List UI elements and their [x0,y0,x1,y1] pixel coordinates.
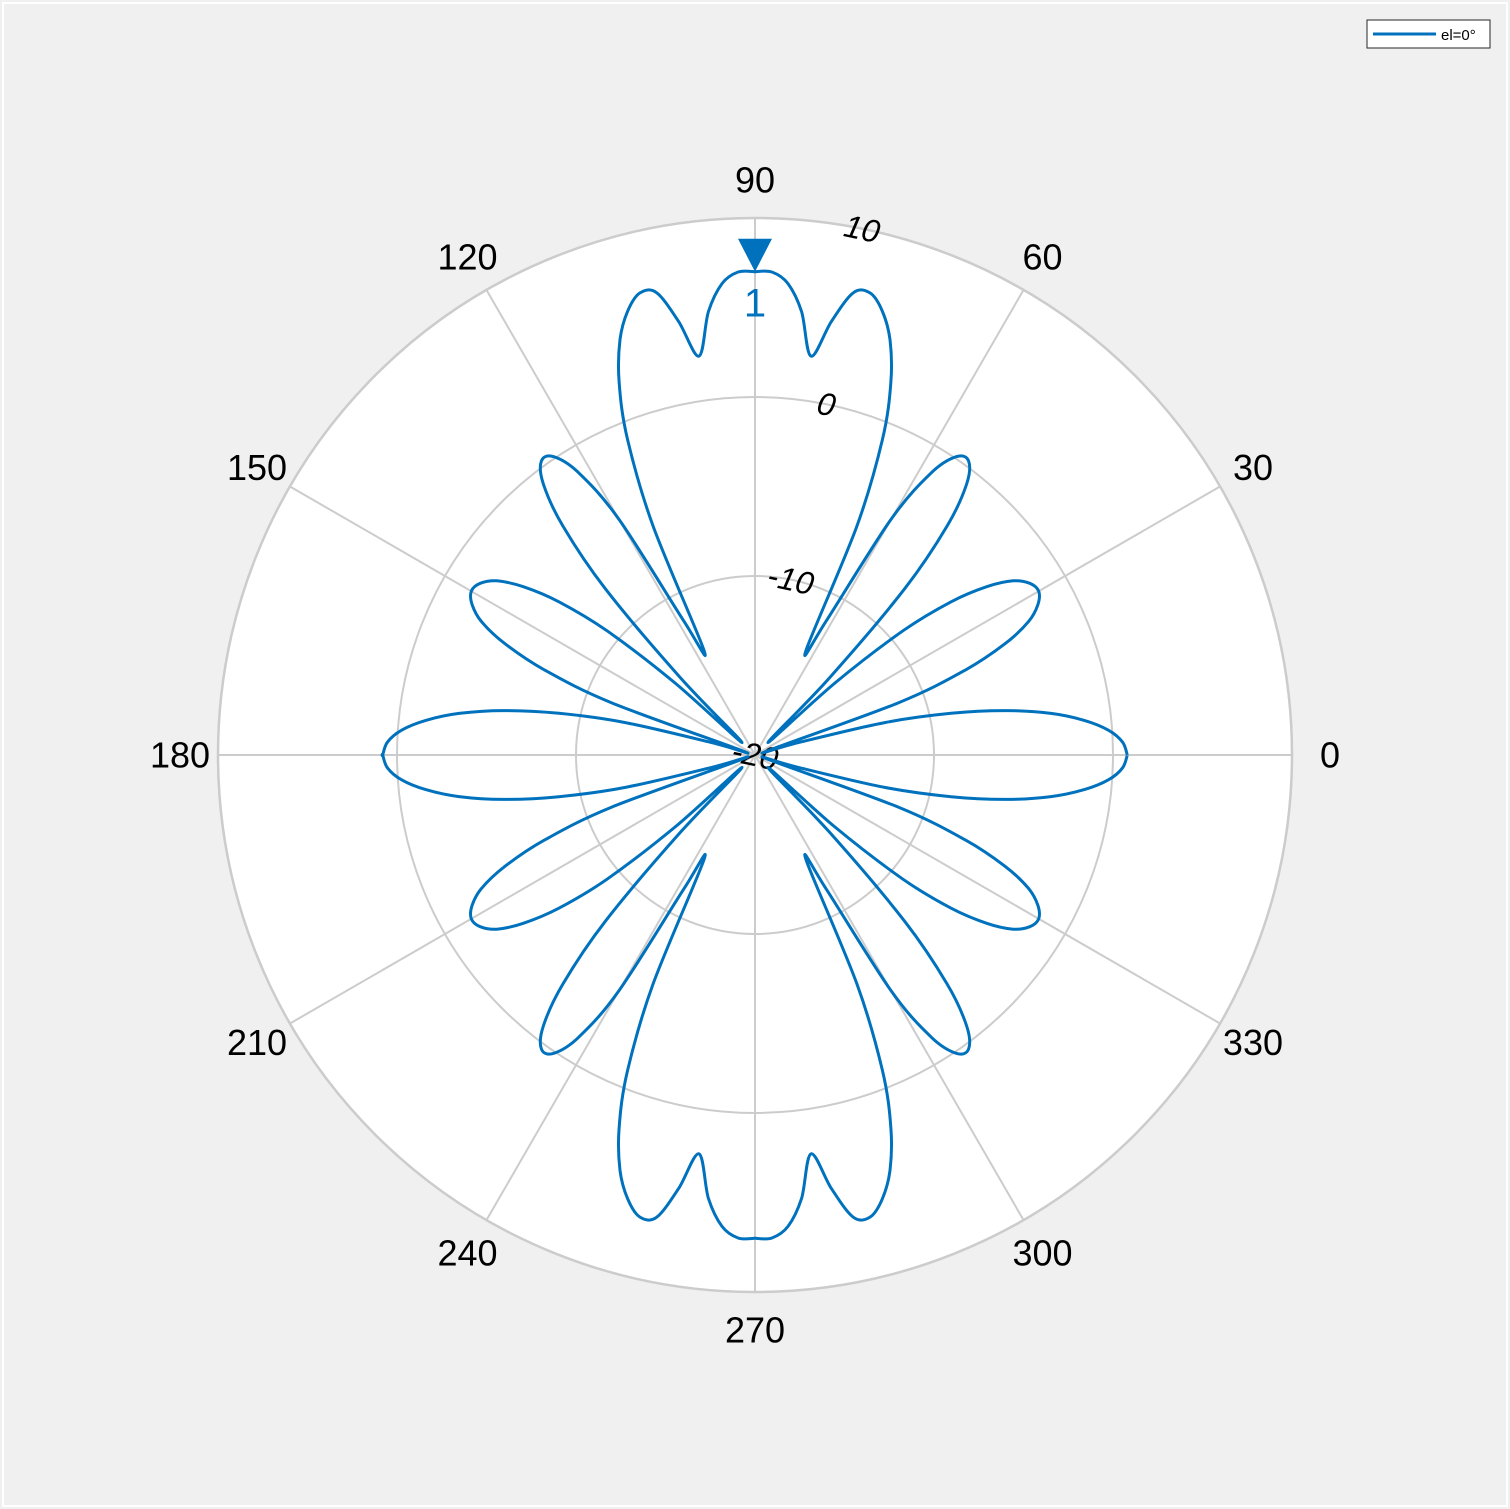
theta-tick-label-0: 0 [1320,735,1340,776]
r-gridline--10 [575,575,935,935]
theta-gridline-210 [289,754,756,1025]
theta-gridline-150 [289,485,756,756]
peak-marker-label-0: 1 [744,282,766,326]
r-gridline-0 [396,396,1114,1114]
peak-marker-0 [738,238,772,272]
theta-gridline-330 [754,754,1221,1025]
r-tick-label-10: 10 [841,207,883,250]
theta-tick-label-150: 150 [227,447,287,488]
theta-tick-label-90: 90 [735,160,775,201]
theta-gridline-30 [754,485,1221,756]
theta-tick-label-240: 240 [437,1232,497,1273]
theta-tick-label-330: 330 [1223,1022,1283,1063]
theta-tick-label-300: 300 [1012,1232,1072,1273]
theta-tick-label-30: 30 [1233,447,1273,488]
theta-tick-label-270: 270 [725,1310,785,1351]
legend-entry-label: el=0° [1441,27,1476,44]
polar-outer-ring [216,216,1294,1294]
theta-tick-label-210: 210 [227,1022,287,1063]
polar-axes: 0306090120150180210240270300330-20-10010… [150,160,1340,1351]
series-line-0 [380,269,1129,1241]
legend[interactable]: el=0° [1366,19,1491,49]
theta-tick-label-60: 60 [1022,237,1062,278]
theta-tick-label-120: 120 [437,237,497,278]
theta-tick-label-180: 180 [150,735,210,776]
